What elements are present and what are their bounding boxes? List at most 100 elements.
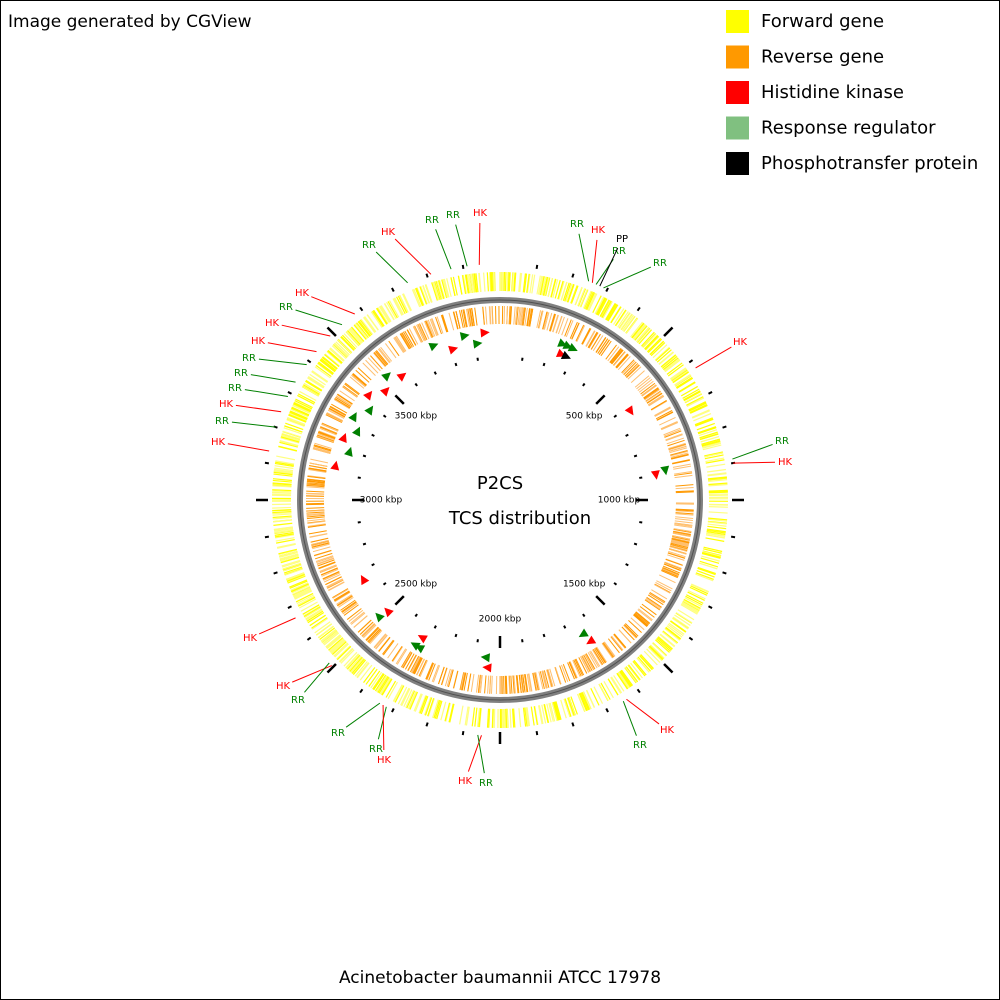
forward-gene [281, 435, 300, 442]
forward-gene [662, 357, 679, 371]
forward-gene [530, 706, 535, 726]
forward-gene [621, 314, 634, 331]
forward-gene [668, 622, 685, 635]
reverse-gene [575, 324, 585, 342]
forward-gene [706, 463, 726, 468]
reverse-gene [674, 522, 693, 526]
reverse-gene [546, 669, 552, 688]
reverse-gene [373, 352, 386, 367]
forward-gene [276, 538, 295, 544]
forward-gene [471, 707, 476, 727]
reverse-gene [441, 314, 448, 333]
minor-tick [613, 582, 618, 586]
forward-gene [564, 283, 572, 302]
forward-gene [645, 336, 660, 351]
forward-gene [695, 572, 714, 581]
forward-gene [302, 385, 320, 397]
reverse-gene [490, 675, 493, 694]
forward-gene [708, 511, 728, 514]
forward-gene [396, 296, 406, 315]
forward-gene [651, 642, 667, 657]
forward-gene [621, 669, 634, 686]
reverse-gene [467, 673, 472, 692]
forward-gene [674, 374, 691, 386]
forward-gene [297, 394, 315, 405]
reverse-gene [673, 528, 692, 533]
feature-leader [281, 324, 331, 337]
forward-gene [649, 645, 664, 660]
forward-gene [699, 560, 719, 568]
forward-gene [317, 625, 334, 639]
feature-label: HK [243, 633, 258, 644]
forward-gene [466, 274, 471, 294]
forward-gene [683, 599, 701, 610]
minor-tick [382, 582, 387, 586]
forward-gene [582, 290, 592, 309]
feature-marker [363, 390, 373, 401]
reverse-gene [581, 655, 591, 672]
forward-gene [523, 273, 528, 293]
reverse-gene [516, 675, 520, 694]
reverse-gene [611, 349, 624, 365]
reverse-gene [402, 652, 413, 669]
forward-gene [708, 483, 728, 486]
feature-leader [231, 421, 276, 428]
forward-gene [325, 634, 341, 648]
forward-gene [632, 660, 646, 677]
forward-gene [414, 693, 423, 712]
forward-gene [680, 604, 698, 615]
reverse-gene [489, 675, 492, 694]
forward-gene [379, 677, 391, 695]
reverse-gene [487, 675, 490, 694]
minor-tick [535, 730, 539, 736]
reverse-gene [654, 406, 671, 417]
forward-gene [666, 625, 683, 638]
forward-gene [294, 590, 313, 600]
forward-gene [440, 701, 447, 721]
reverse-gene [578, 657, 588, 674]
forward-gene [272, 491, 292, 494]
minor-tick [633, 454, 638, 458]
reverse-gene [394, 336, 406, 353]
reverse-gene [616, 354, 629, 369]
forward-gene [697, 567, 716, 576]
reverse-gene [561, 318, 569, 336]
reverse-gene [343, 604, 359, 616]
feature-leader [626, 698, 660, 725]
reverse-gene [584, 653, 595, 670]
reverse-gene [306, 486, 325, 489]
forward-gene [381, 678, 393, 696]
feature-marker [384, 607, 394, 618]
reverse-gene [539, 671, 545, 689]
forward-gene [282, 563, 302, 571]
forward-gene [672, 371, 690, 384]
reverse-gene [670, 541, 689, 547]
forward-gene [707, 468, 727, 473]
forward-gene [669, 620, 687, 633]
forward-gene [281, 434, 300, 441]
feature-label: RR [215, 416, 229, 427]
forward-gene [335, 341, 350, 356]
reverse-gene [367, 357, 381, 372]
forward-gene [584, 291, 593, 310]
reverse-gene [309, 533, 328, 538]
reverse-gene [548, 313, 556, 332]
forward-gene [636, 327, 650, 343]
forward-gene [360, 318, 374, 335]
forward-gene [545, 277, 551, 297]
forward-gene [322, 631, 339, 645]
forward-gene [701, 439, 721, 447]
forward-gene [684, 597, 702, 608]
forward-gene [646, 648, 661, 663]
forward-gene [397, 686, 408, 705]
forward-gene [306, 610, 324, 622]
reverse-gene [413, 657, 423, 675]
forward-gene [707, 472, 727, 476]
reverse-gene [538, 310, 544, 329]
forward-gene [279, 553, 299, 560]
reverse-gene [313, 549, 332, 556]
reverse-gene [306, 513, 325, 517]
forward-gene [478, 272, 482, 292]
forward-gene [552, 701, 559, 721]
reverse-gene [664, 430, 682, 438]
